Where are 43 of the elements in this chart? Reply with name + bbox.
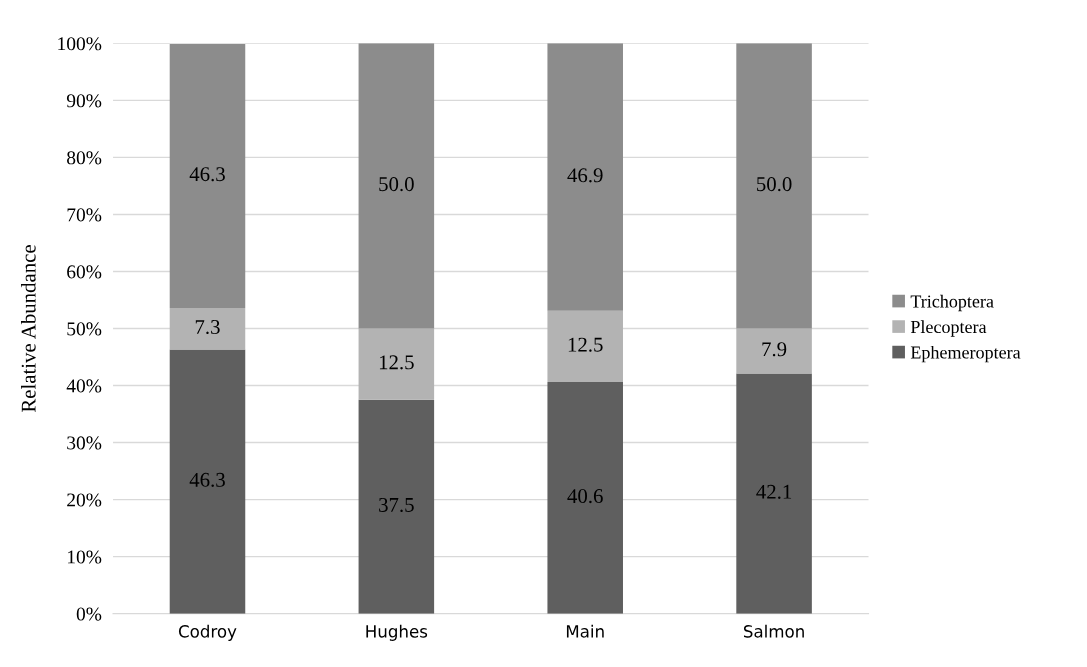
- x-tick-label: Main: [566, 624, 604, 638]
- y-tick-label: 0%: [76, 607, 102, 621]
- y-tick-label: 10%: [68, 550, 102, 564]
- data-label: 40.6: [567, 489, 603, 504]
- y-tick-label: 70%: [67, 208, 102, 222]
- bar: [169, 43, 246, 308]
- y-axis-title: Relative Abundance: [21, 245, 36, 413]
- y-tick-label: 30%: [67, 436, 102, 450]
- data-label: 12.5: [379, 355, 414, 370]
- bar: [736, 373, 812, 614]
- y-tick-label: 40%: [66, 379, 102, 393]
- legend-label: Trichoptera: [910, 294, 994, 312]
- data-label: 37.5: [379, 497, 414, 513]
- bar: [169, 349, 246, 614]
- data-label: 50.0: [757, 177, 792, 192]
- bar: [358, 328, 435, 400]
- x-tick-label: Salmon: [743, 624, 804, 638]
- legend-label: Plecoptera: [910, 320, 987, 337]
- y-tick-label: 20%: [67, 493, 102, 507]
- data-label: 46.9: [567, 168, 603, 183]
- data-label: 42.1: [756, 484, 792, 499]
- y-tick-label: 90%: [66, 94, 102, 108]
- bar: [547, 310, 623, 383]
- bar: [358, 399, 435, 614]
- data-label: 50.0: [379, 177, 414, 192]
- legend-label: Ephemeroptera: [910, 345, 1021, 363]
- bar: [547, 43, 623, 311]
- bar: [169, 307, 246, 350]
- data-label: 46.3: [189, 472, 225, 487]
- bar: [358, 43, 435, 329]
- y-tick-label: 100%: [58, 37, 102, 51]
- bar: [736, 43, 812, 329]
- data-label: 7.3: [195, 320, 220, 335]
- bar: [547, 382, 623, 614]
- data-label: 46.3: [189, 167, 225, 182]
- x-tick-label: Codroy: [178, 624, 237, 641]
- y-tick-label: 80%: [67, 151, 102, 165]
- data-label: 12.5: [568, 337, 603, 352]
- x-tick-label: Hughes: [366, 624, 428, 641]
- y-tick-label: 60%: [67, 265, 102, 279]
- data-label: 7.9: [762, 342, 787, 357]
- y-tick-label: 50%: [67, 322, 102, 336]
- bar: [736, 328, 812, 374]
